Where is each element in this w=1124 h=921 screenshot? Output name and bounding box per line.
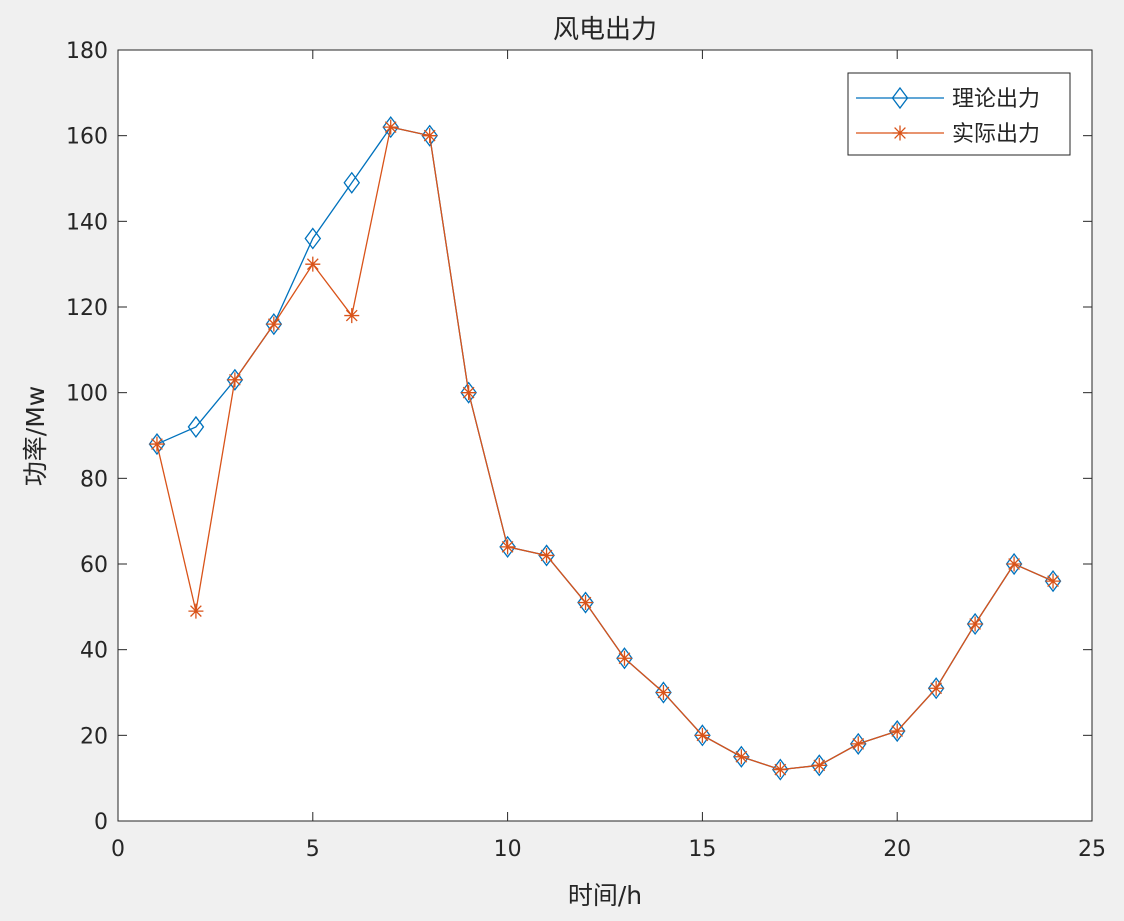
series-2-point	[227, 372, 243, 388]
series-2-point	[578, 595, 594, 611]
series-2-point	[344, 308, 360, 324]
series-1-point	[1044, 570, 1062, 593]
x-tick-label: 0	[111, 837, 125, 862]
axes-box	[117, 49, 1093, 822]
series-1-point	[382, 116, 400, 139]
series-1-point	[888, 719, 906, 743]
series-2-point	[461, 385, 477, 401]
series-2-point	[422, 128, 438, 144]
legend-item-1: 理论出力	[856, 86, 1040, 112]
series-1-point	[304, 227, 322, 250]
legend-swatch-marker	[891, 86, 909, 110]
series-1-point	[148, 432, 166, 456]
series-2-point	[616, 650, 632, 666]
x-tick-label: 25	[1078, 837, 1106, 862]
x-tick-label: 10	[494, 837, 522, 862]
series-1-point	[499, 535, 516, 558]
series-2	[149, 119, 1061, 778]
y-tick-label: 0	[94, 810, 108, 835]
series-1-point	[616, 647, 633, 670]
y-tick-label: 180	[66, 39, 108, 64]
y-axis-label: 功率/Mw	[21, 386, 50, 486]
y-tick-label: 40	[80, 639, 108, 664]
series-1-point	[1005, 552, 1023, 576]
series-1-point	[538, 544, 555, 567]
y-tick-label: 100	[66, 382, 108, 407]
series-1-point	[421, 124, 438, 147]
series-2-point	[772, 762, 788, 778]
series-2-point	[811, 757, 827, 773]
series-1-point	[772, 758, 789, 781]
y-tick-label: 60	[80, 553, 108, 578]
series-2-point	[500, 539, 516, 555]
y-tick-label: 80	[80, 467, 108, 492]
series-2-point	[889, 723, 905, 739]
series-1-point	[927, 677, 945, 700]
chart-title: 风电出力	[553, 15, 657, 45]
series-1-point	[265, 313, 283, 336]
series-1-point	[187, 415, 205, 439]
series-1-point	[226, 368, 244, 391]
series-1-point	[343, 171, 361, 194]
series-2-point	[383, 119, 399, 135]
legend-label: 实际出力	[952, 122, 1040, 147]
y-tick-label: 20	[80, 724, 108, 749]
y-tick-label: 160	[66, 125, 108, 150]
series-2-point	[266, 316, 282, 332]
series-1-point	[460, 381, 477, 404]
series-2-point	[188, 603, 204, 619]
series-2-point	[694, 727, 710, 743]
legend-label: 理论出力	[952, 87, 1040, 112]
x-tick-label: 15	[688, 837, 716, 862]
plot-area	[118, 50, 1092, 821]
series-2-point	[733, 749, 749, 765]
axes-layer: 0 5 10 15 20 25 0 20 40 60 80 100 120 140 160 180	[66, 39, 1106, 862]
series-2-point	[1006, 556, 1022, 572]
x-tick-label: 20	[883, 837, 911, 862]
x-tick-label: 5	[306, 837, 320, 862]
legend-item-2: 实际出力	[856, 122, 1040, 147]
legend-box	[847, 72, 1071, 156]
series-layer	[148, 116, 1062, 781]
series-2-point	[850, 736, 866, 752]
series-1-point	[577, 591, 594, 614]
series-1-point	[655, 681, 672, 704]
series-2-point	[539, 547, 555, 563]
series-2-point	[149, 436, 165, 452]
series-2-point	[1045, 573, 1061, 589]
y-tick-label: 140	[66, 210, 108, 235]
x-axis-label: 时间/h	[568, 881, 642, 910]
series-1-point	[966, 612, 984, 636]
y-tick-label: 120	[66, 296, 108, 321]
series-1-point	[694, 724, 711, 747]
series-2-point	[655, 685, 671, 700]
series-2-point	[305, 256, 321, 272]
series-2-line	[156, 126, 1054, 771]
legend-swatch-marker	[892, 125, 908, 141]
series-2-point	[967, 616, 983, 632]
series-2-point	[928, 680, 944, 696]
series-1-point	[849, 732, 867, 755]
